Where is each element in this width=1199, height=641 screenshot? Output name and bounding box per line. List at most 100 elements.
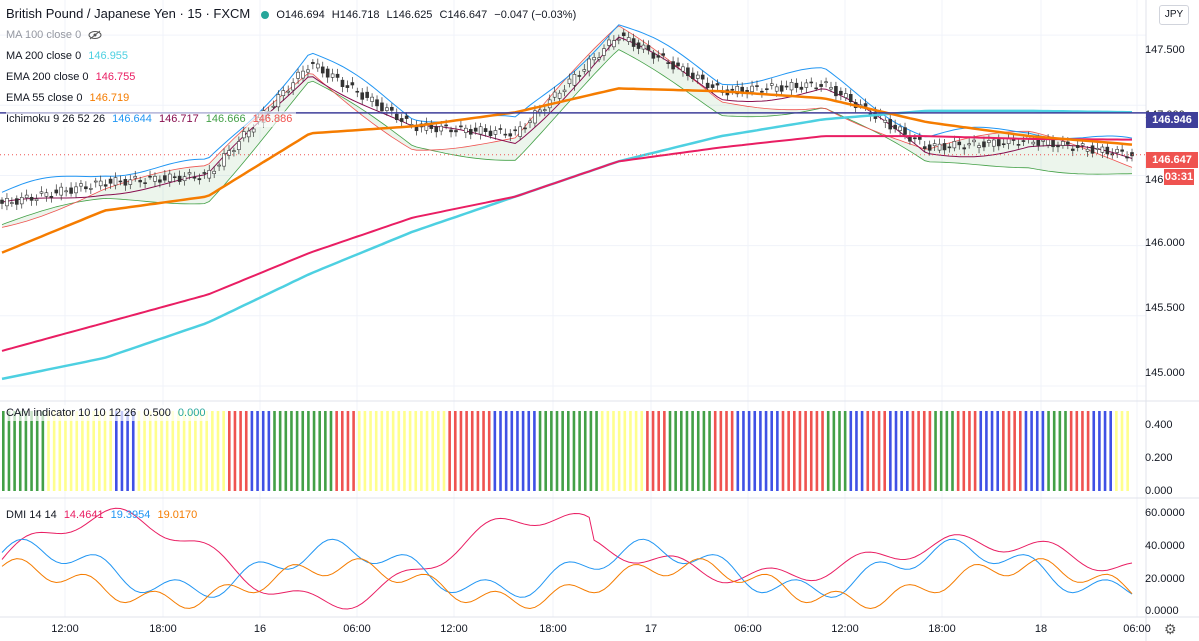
cam-bar [476, 411, 480, 491]
cam-bar [696, 411, 700, 491]
candle-body [992, 139, 996, 147]
candle-body [1095, 147, 1100, 150]
cam-bar [708, 411, 711, 491]
cam-bar [860, 411, 864, 491]
ma200-legend[interactable]: MA 200 close 0 146.955 [6, 48, 132, 64]
cam-bar [889, 411, 892, 491]
cam-bar [1047, 411, 1050, 491]
cam-bar [437, 411, 440, 491]
cam-bar [148, 411, 152, 491]
cam-bar [7, 411, 11, 491]
candle-body [676, 62, 680, 67]
candle-body [1070, 148, 1075, 151]
eye-hidden-icon[interactable] [88, 30, 102, 40]
candle-body [883, 119, 888, 123]
candle-body [89, 188, 93, 190]
cam-bar [126, 411, 129, 491]
ma200-label: MA 200 close 0 [6, 50, 82, 62]
cam-bar [324, 411, 327, 491]
candle-body [602, 48, 606, 56]
candle-body [108, 178, 113, 184]
cam-bar [1126, 411, 1129, 491]
cam-bar [956, 411, 960, 491]
candle-body [705, 82, 710, 89]
candle-body [123, 179, 128, 186]
candle-body [1041, 139, 1045, 142]
cam-bar [420, 411, 423, 491]
candle-body [952, 141, 957, 149]
cam-bar [1041, 411, 1045, 491]
cam-bar [521, 411, 525, 491]
candle-body [345, 85, 350, 88]
candle-body [355, 90, 360, 93]
gear-icon[interactable]: ⚙ [1164, 621, 1177, 637]
cam-bar [408, 411, 412, 491]
candle-body [222, 153, 226, 167]
ma100-legend[interactable]: MA 100 close 0 [6, 27, 102, 43]
cam-bar [165, 411, 169, 491]
cam-bar [273, 411, 276, 491]
cam-bar [64, 411, 67, 491]
cam-bar [115, 411, 118, 491]
ema55-legend[interactable]: EMA 55 close 0 146.719 [6, 90, 133, 106]
candle-body [1066, 141, 1070, 145]
candle-body [695, 74, 700, 79]
cam-bar [612, 411, 615, 491]
candle-body [1001, 143, 1006, 146]
cam-tick: 0.400 [1145, 419, 1173, 431]
candle-body [508, 133, 513, 137]
cam-bar [578, 411, 581, 491]
candle-body [671, 61, 675, 70]
candle-body [631, 38, 636, 47]
cam-bar [713, 411, 717, 491]
cam-bar [154, 411, 158, 491]
cam-bar [640, 411, 644, 491]
candle-body [987, 140, 991, 143]
candle-body [804, 82, 809, 88]
ichimoku-base-line [1, 36, 1133, 203]
cam-bar [357, 411, 361, 491]
cam-bar [629, 411, 632, 491]
candle-body [528, 120, 532, 123]
cam-bar [623, 411, 627, 491]
candle-body [444, 124, 448, 127]
candle-body [784, 85, 789, 88]
cam-legend[interactable]: CAM indicator 10 10 12 26 0.500 0.000 [6, 405, 210, 421]
ichimoku-legend[interactable]: Ichimoku 9 26 52 26 146.644 146.717 146.… [6, 111, 297, 127]
currency-button[interactable]: JPY [1159, 5, 1189, 25]
candle-body [1120, 149, 1124, 152]
candle-body [148, 175, 152, 178]
cam-bar [730, 411, 734, 491]
candle-body [375, 99, 379, 107]
dmi-plus-line [1, 538, 1133, 598]
candle-body [217, 164, 221, 167]
ema200-legend[interactable]: EMA 200 close 0 146.755 [6, 69, 139, 85]
cam-bar [979, 411, 983, 491]
candle-body [478, 126, 483, 135]
cam-bar [815, 411, 819, 491]
ema55-line [1, 87, 1133, 254]
symbol-title[interactable]: British Pound / Japanese Yen · 15 · FXCM [6, 6, 251, 21]
candle-body [79, 183, 83, 187]
candle-body [483, 128, 488, 132]
cam-bar [510, 411, 514, 491]
candle-body [74, 186, 78, 194]
cam-bar [928, 411, 932, 491]
candle-body [93, 180, 98, 183]
candle-body [291, 82, 295, 91]
candle-body [59, 186, 64, 196]
candle-body [982, 141, 986, 148]
candle-body [996, 139, 1001, 147]
candle-body [10, 202, 14, 204]
candle-body [542, 109, 547, 111]
candle-body [607, 39, 611, 46]
cam-bar [883, 411, 886, 491]
cam-bar [685, 411, 689, 491]
candle-body [172, 176, 177, 178]
cam-bar [742, 411, 745, 491]
cam-bar [318, 411, 321, 491]
candle-body [686, 67, 690, 77]
cam-bar [425, 411, 429, 491]
dmi-legend[interactable]: DMI 14 14 14.4641 19.3954 19.0170 [6, 507, 201, 523]
